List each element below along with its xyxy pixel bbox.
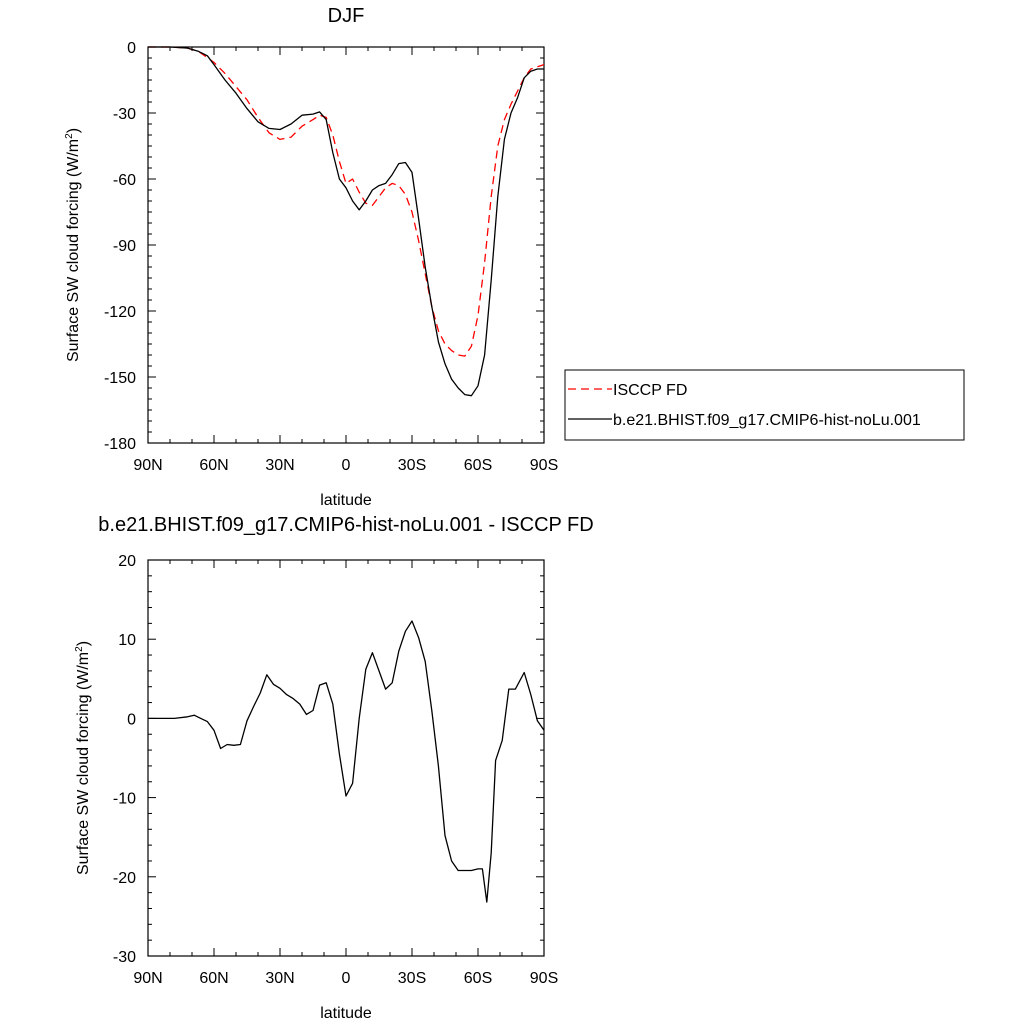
x-tick-label: 30N xyxy=(265,970,294,987)
series-line-isccp-fd xyxy=(148,46,545,357)
y-tick-label: -150 xyxy=(104,370,136,387)
x-tick-label: 30S xyxy=(398,970,426,987)
y-tick-label: -10 xyxy=(113,791,136,808)
chart1-title: DJF xyxy=(328,5,365,27)
x-tick-label: 60S xyxy=(464,970,492,987)
chart1-series xyxy=(148,46,545,397)
chart1-x-axis-label: latitude xyxy=(320,492,372,509)
x-tick-label: 0 xyxy=(342,457,351,474)
x-tick-label: 90N xyxy=(133,457,162,474)
legend-box xyxy=(564,369,965,441)
chart1-ticks: 90N 60N 30N 0 30S 60S 90S 0 -30 -60 -90 -120 -150 -18… xyxy=(104,40,558,474)
y-tick-label: -30 xyxy=(113,106,136,123)
chart1-plot-frame xyxy=(147,46,545,444)
chart-djf: DJF 90N 60N 30N 0 30S 60S 90S 0 -30 -60 -90 -120 -15… xyxy=(64,5,965,509)
chart2-x-axis-label: latitude xyxy=(320,1005,372,1022)
series-line-model xyxy=(148,46,544,397)
y-tick-label: 20 xyxy=(118,553,136,570)
x-tick-label: 30N xyxy=(265,457,294,474)
y-tick-label: -90 xyxy=(113,238,136,255)
chart2-y-axis-label: Surface SW cloud forcing (W/m2) xyxy=(74,641,92,875)
chart1-legend: ISCCP FD b.e21.BHIST.f09_g17.CMIP6-hist-… xyxy=(564,369,965,441)
legend-label-model: b.e21.BHIST.f09_g17.CMIP6-hist-noLu.001 xyxy=(613,412,921,429)
x-tick-label: 90N xyxy=(133,970,162,987)
chart1-y-axis-label: Surface SW cloud forcing (W/m2) xyxy=(64,128,82,362)
y-tick-label: -30 xyxy=(113,949,136,966)
x-tick-label: 30S xyxy=(398,457,426,474)
x-tick-label: 0 xyxy=(342,970,351,987)
y-tick-label: 0 xyxy=(127,40,136,57)
chart2-ticks: 90N 60N 30N 0 30S 60S 90S 20 10 0 -10 -20 -30 xyxy=(113,553,558,987)
chart2-plot-frame xyxy=(147,559,545,957)
chart-difference: b.e21.BHIST.f09_g17.CMIP6-hist-noLu.001 … xyxy=(74,514,594,1022)
y-tick-label: 0 xyxy=(127,711,136,728)
x-tick-label: 90S xyxy=(530,457,558,474)
x-tick-label: 60N xyxy=(199,970,228,987)
legend-label-isccp: ISCCP FD xyxy=(613,382,687,399)
chart2-series xyxy=(148,620,545,903)
chart2-title: b.e21.BHIST.f09_g17.CMIP6-hist-noLu.001 … xyxy=(98,514,593,536)
x-tick-label: 60S xyxy=(464,457,492,474)
y-tick-label: -60 xyxy=(113,172,136,189)
series-line-difference xyxy=(148,620,545,903)
y-tick-label: 10 xyxy=(118,632,136,649)
x-tick-label: 60N xyxy=(199,457,228,474)
y-tick-label: -180 xyxy=(104,436,136,453)
y-tick-label: -120 xyxy=(104,304,136,321)
y-tick-label: -20 xyxy=(113,870,136,887)
x-tick-label: 90S xyxy=(530,970,558,987)
